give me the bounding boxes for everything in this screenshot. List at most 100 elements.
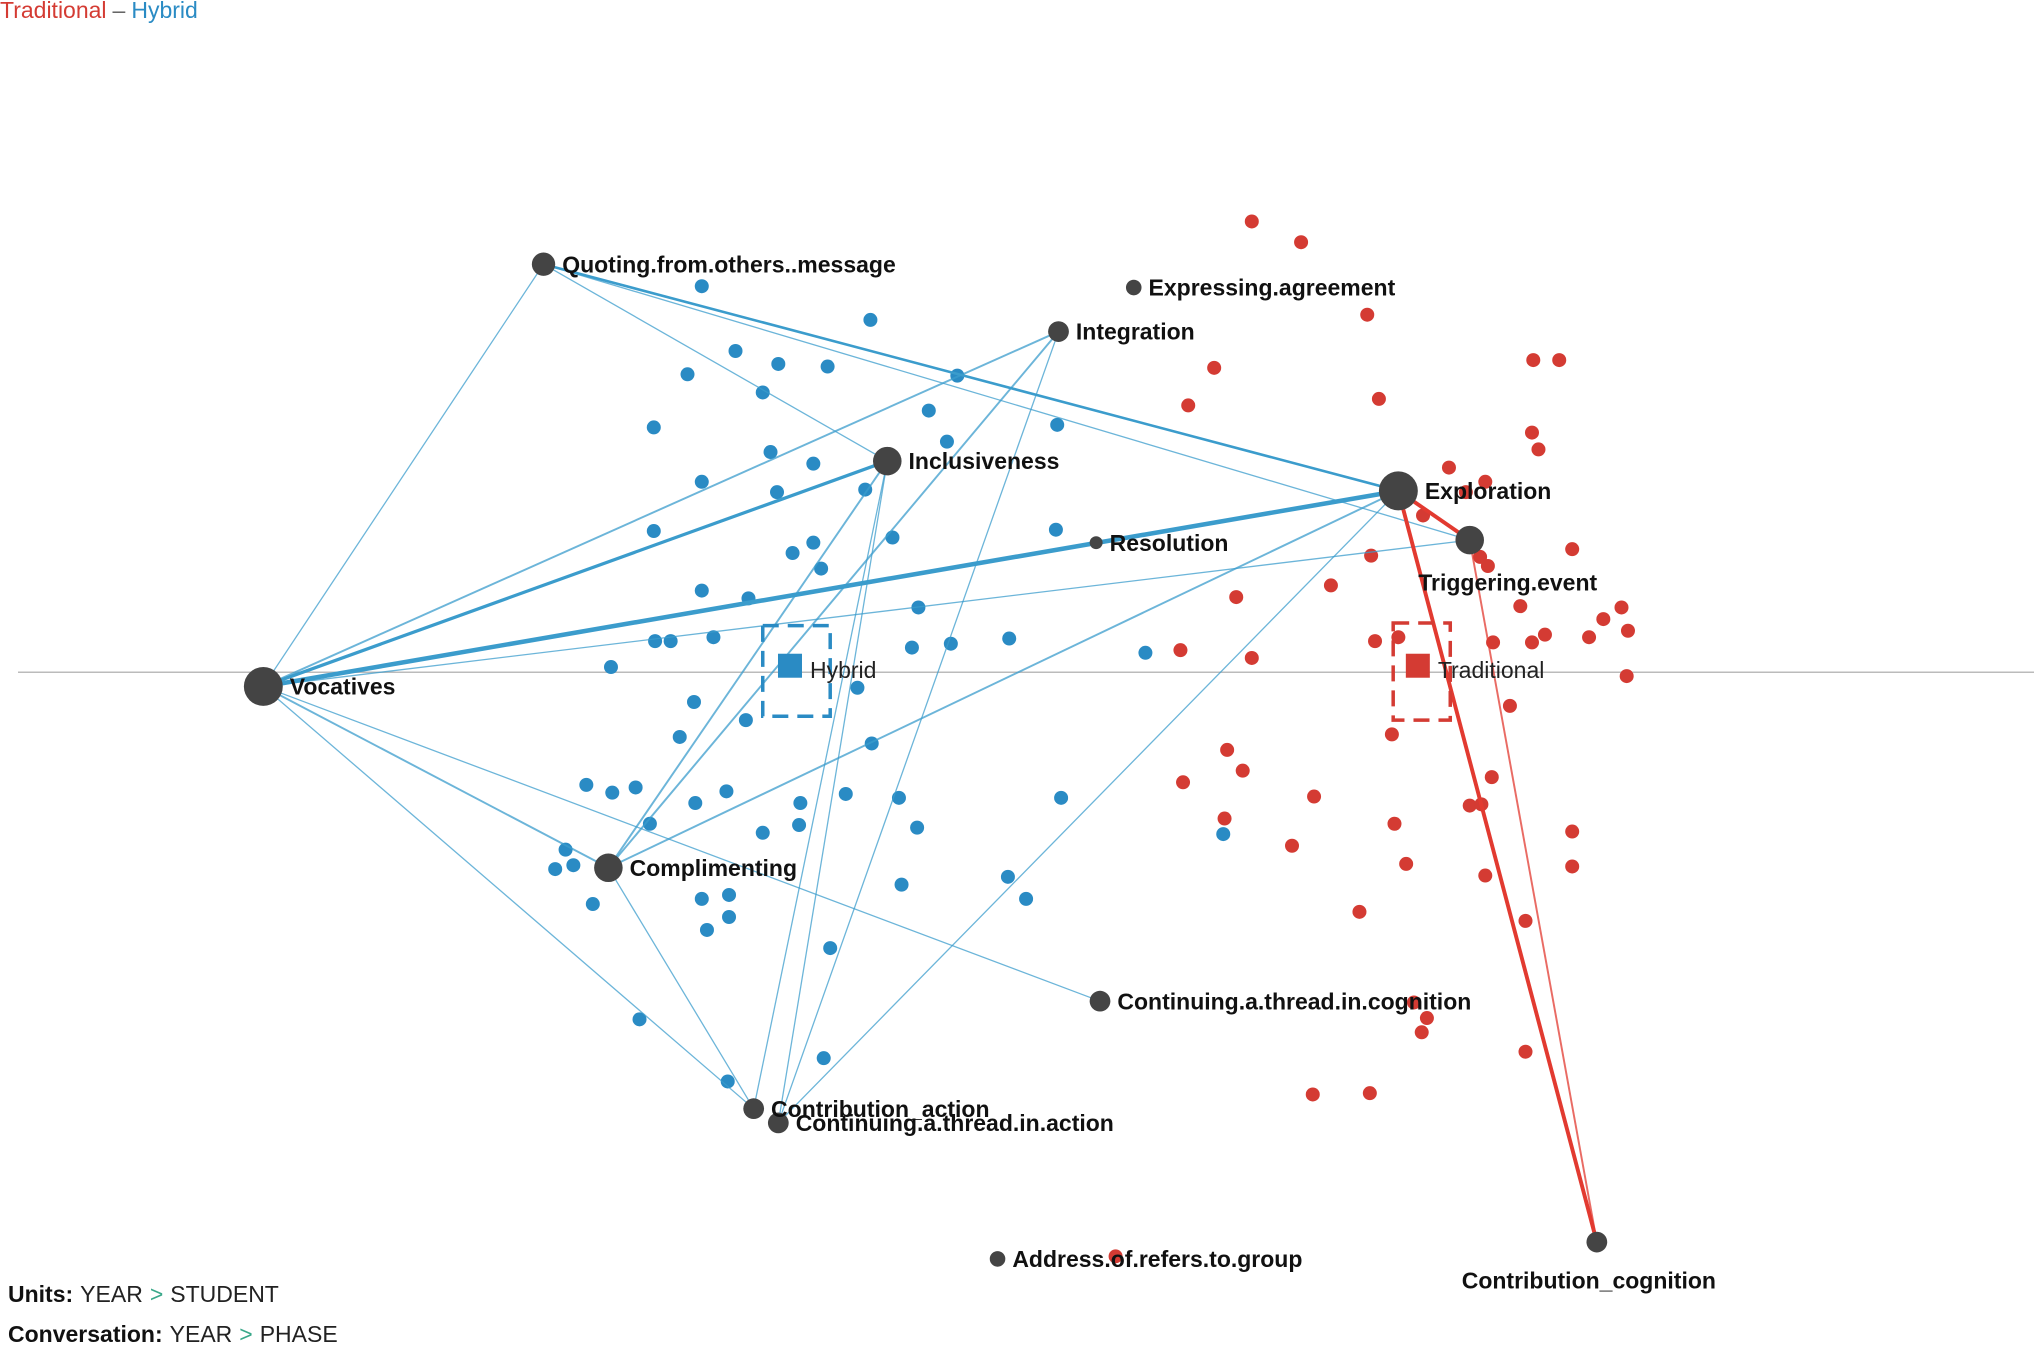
network-edge — [607, 330, 1060, 869]
footer-label: Units: — [8, 1281, 73, 1307]
unit-point — [672, 729, 687, 744]
unit-point — [720, 1074, 735, 1089]
unit-point — [1285, 838, 1300, 853]
unit-point — [885, 530, 900, 545]
footer-separator: > — [150, 1281, 163, 1307]
unit-point — [566, 858, 581, 873]
network-node — [243, 666, 283, 706]
unit-point — [792, 818, 807, 833]
unit-point — [1596, 612, 1611, 627]
unit-point — [686, 694, 701, 709]
unit-point — [548, 862, 563, 877]
unit-point — [1441, 460, 1456, 475]
unit-point — [738, 713, 753, 728]
unit-point — [838, 786, 853, 801]
legend-entry: Traditional — [0, 0, 107, 23]
network-node — [1455, 525, 1484, 555]
footer-separator: > — [239, 1321, 252, 1347]
unit-point — [1108, 1249, 1123, 1264]
unit-point — [806, 535, 821, 550]
network-node — [594, 853, 623, 883]
unit-point — [1478, 474, 1493, 489]
unit-point — [1371, 391, 1386, 406]
unit-point — [706, 630, 721, 645]
unit-point — [1526, 353, 1541, 368]
legend-separator: – — [113, 0, 126, 23]
unit-point — [605, 785, 620, 800]
unit-point — [1387, 816, 1402, 831]
unit-point — [1619, 669, 1634, 684]
unit-point — [1565, 542, 1580, 557]
unit-point — [894, 877, 909, 892]
network-node — [767, 1112, 789, 1134]
network-edge — [543, 262, 1399, 493]
network-node — [1378, 471, 1418, 511]
unit-point — [1294, 235, 1309, 250]
unit-point — [1502, 698, 1517, 713]
unit-point — [863, 312, 878, 327]
unit-point — [1524, 635, 1539, 650]
legend: Traditional – Hybrid — [0, 0, 198, 23]
unit-point — [755, 385, 770, 400]
unit-point — [680, 367, 695, 382]
unit-point — [1054, 790, 1069, 805]
unit-point — [699, 922, 714, 937]
unit-point — [1019, 891, 1034, 906]
network-node — [1125, 279, 1142, 296]
unit-point — [910, 820, 925, 835]
group-mean — [1405, 653, 1430, 678]
unit-point — [816, 1051, 831, 1066]
unit-point — [1181, 398, 1196, 413]
unit-point — [1207, 360, 1222, 375]
unit-point — [1537, 627, 1552, 642]
unit-point — [642, 816, 657, 831]
unit-point — [1364, 548, 1379, 563]
unit-point — [1484, 770, 1499, 785]
footer-label: Conversation: — [8, 1321, 163, 1347]
confidence-interval — [761, 623, 832, 718]
confidence-interval — [1391, 621, 1453, 722]
network-edge — [777, 490, 1399, 1124]
unit-point — [1362, 1086, 1377, 1101]
unit-point — [755, 825, 770, 840]
network-edge — [607, 867, 755, 1110]
unit-point — [1620, 623, 1635, 638]
node-label: Continuing.a.thread.in.cognition — [1117, 988, 1471, 1014]
unit-point — [632, 1012, 647, 1027]
unit-point — [793, 796, 808, 811]
footer-row: Conversation: YEAR > PHASE — [8, 1321, 338, 1347]
node-label: Inclusiveness — [909, 448, 1060, 474]
unit-point — [1050, 417, 1065, 432]
unit-point — [1323, 578, 1338, 593]
footer-value: PHASE — [260, 1321, 338, 1347]
unit-point — [1220, 742, 1235, 757]
unit-point — [1478, 868, 1493, 883]
unit-point — [820, 359, 835, 374]
node-label: Vocatives — [290, 674, 396, 700]
unit-point — [1473, 549, 1488, 564]
footer-value: YEAR — [170, 1321, 233, 1347]
unit-point — [823, 941, 838, 956]
unit-point — [694, 583, 709, 598]
unit-point — [694, 474, 709, 489]
unit-point — [1244, 650, 1259, 665]
unit-point — [785, 546, 800, 561]
unit-point — [850, 680, 865, 695]
unit-point — [1565, 859, 1580, 874]
network-edge — [262, 330, 1059, 688]
node-label: Contribution_cognition — [1462, 1268, 1716, 1294]
unit-point — [1565, 824, 1580, 839]
unit-point — [1614, 600, 1629, 615]
node-label: Expressing.agreement — [1149, 275, 1396, 301]
network-edge — [543, 263, 1470, 541]
footer-row: Units: YEAR > STUDENT — [8, 1281, 279, 1307]
network-node — [873, 446, 902, 476]
unit-point — [1048, 522, 1063, 537]
unit-point — [628, 780, 643, 795]
unit-point — [1518, 913, 1533, 928]
footer-value: YEAR — [80, 1281, 143, 1307]
unit-point — [1384, 727, 1399, 742]
unit-point — [1458, 485, 1473, 500]
unit-point — [763, 445, 778, 460]
network-edge — [1396, 490, 1599, 1243]
